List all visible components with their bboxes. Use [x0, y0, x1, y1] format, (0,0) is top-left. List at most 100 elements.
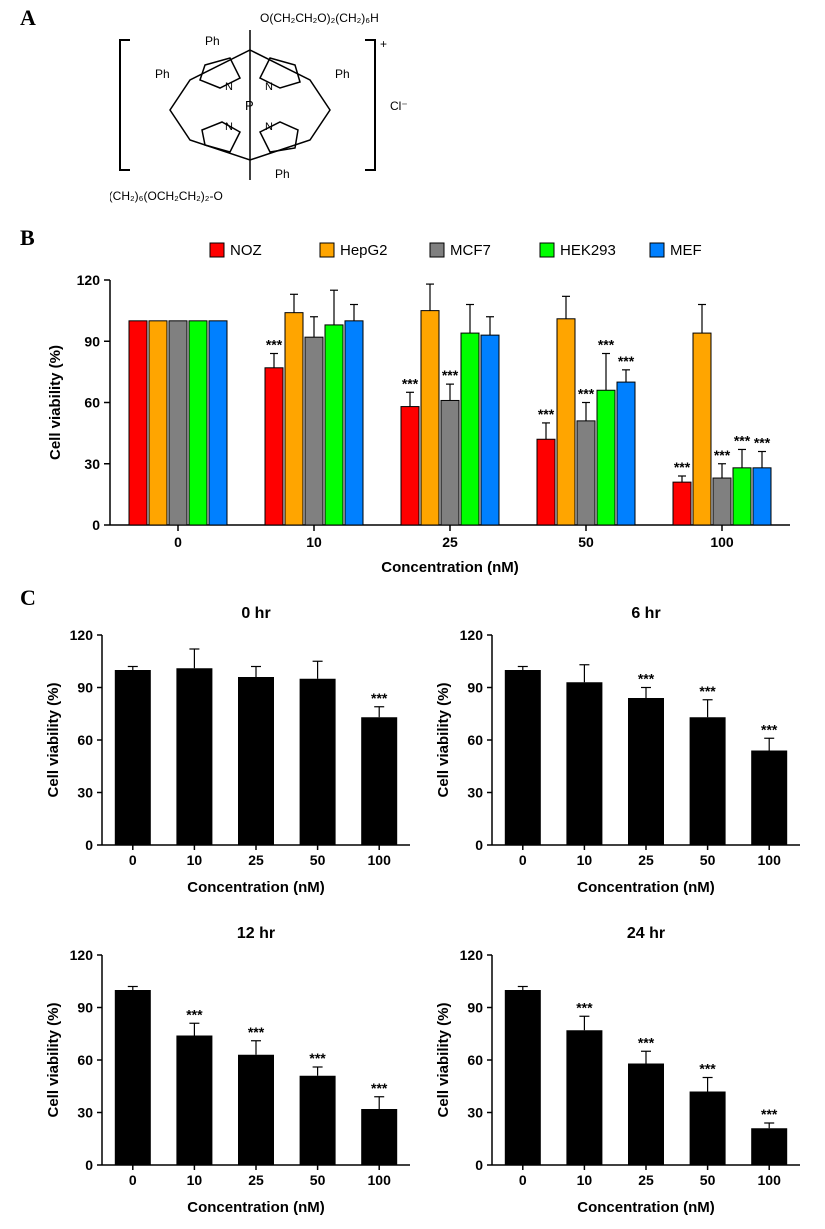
svg-text:25: 25 [638, 1172, 654, 1188]
svg-text:***: *** [371, 1080, 388, 1096]
svg-text:90: 90 [77, 680, 93, 696]
svg-text:N: N [225, 81, 233, 93]
svg-text:***: *** [638, 1034, 655, 1050]
svg-text:90: 90 [467, 1000, 483, 1016]
svg-text:***: *** [576, 999, 593, 1015]
svg-text:0: 0 [475, 837, 483, 853]
svg-text:HepG2: HepG2 [340, 242, 388, 259]
svg-text:***: *** [754, 435, 771, 451]
svg-text:120: 120 [70, 627, 94, 643]
svg-text:90: 90 [77, 1000, 93, 1016]
svg-text:***: *** [248, 1024, 265, 1040]
svg-text:30: 30 [77, 1105, 93, 1121]
svg-text:120: 120 [460, 947, 484, 963]
svg-text:0: 0 [129, 1172, 137, 1188]
chemical-structure: O(CH₂CH₂O)₂(CH₂)₆H + Cl⁻ P N N N N Ph Ph… [110, 10, 430, 210]
svg-text:***: *** [402, 375, 419, 391]
svg-text:90: 90 [467, 680, 483, 696]
chem-bottom-text: H(CH₂)₆(OCH₂CH₂)₂-O [110, 189, 223, 203]
svg-text:50: 50 [578, 534, 594, 550]
svg-text:0 hr: 0 hr [241, 605, 270, 622]
svg-text:10: 10 [577, 852, 593, 868]
svg-text:50: 50 [310, 1172, 326, 1188]
svg-text:***: *** [309, 1050, 326, 1066]
chem-plus: + [380, 37, 387, 51]
svg-text:Concentration (nM): Concentration (nM) [577, 879, 714, 896]
svg-text:60: 60 [467, 1052, 483, 1068]
svg-text:***: *** [186, 1006, 203, 1022]
svg-text:24 hr: 24 hr [627, 925, 665, 942]
svg-text:100: 100 [758, 1172, 782, 1188]
svg-text:***: *** [618, 353, 635, 369]
svg-text:50: 50 [310, 852, 326, 868]
svg-text:60: 60 [467, 732, 483, 748]
panel-a-label: A [20, 5, 36, 31]
svg-text:***: *** [761, 721, 778, 737]
chem-top-text: O(CH₂CH₂O)₂(CH₂)₆H [260, 11, 379, 25]
svg-text:100: 100 [368, 1172, 392, 1188]
svg-text:10: 10 [187, 1172, 203, 1188]
panel-c-chart-1: 6 hr 0 30 60 90 120 Cell viability (%) Concentr… [430, 600, 810, 900]
svg-text:***: *** [598, 337, 615, 353]
svg-text:MCF7: MCF7 [450, 242, 491, 259]
svg-text:10: 10 [187, 852, 203, 868]
svg-text:N: N [225, 121, 233, 133]
svg-text:HEK293: HEK293 [560, 242, 616, 259]
svg-text:NOZ: NOZ [230, 242, 262, 259]
svg-text:N: N [265, 121, 273, 133]
svg-text:120: 120 [460, 627, 484, 643]
panel-b-chart: NOZHepG2MCF7HEK293MEF0306090120Cell viab… [40, 235, 800, 580]
svg-text:***: *** [442, 367, 459, 383]
svg-text:***: *** [578, 386, 595, 402]
svg-text:MEF: MEF [670, 242, 702, 259]
svg-text:50: 50 [700, 1172, 716, 1188]
svg-text:Cell viability (%): Cell viability (%) [435, 1002, 452, 1117]
svg-text:60: 60 [84, 395, 100, 411]
panel-b-label: B [20, 225, 35, 251]
svg-text:25: 25 [248, 852, 264, 868]
svg-text:10: 10 [577, 1172, 593, 1188]
svg-text:12 hr: 12 hr [237, 925, 275, 942]
svg-text:0: 0 [85, 837, 93, 853]
chem-ph-1: Ph [155, 67, 170, 81]
svg-text:***: *** [714, 447, 731, 463]
svg-text:90: 90 [84, 333, 100, 349]
svg-text:50: 50 [700, 852, 716, 868]
svg-text:0: 0 [519, 1172, 527, 1188]
svg-text:30: 30 [77, 785, 93, 801]
svg-text:100: 100 [710, 534, 734, 550]
svg-text:25: 25 [442, 534, 458, 550]
svg-text:***: *** [699, 683, 716, 699]
figure: A O(CH₂CH₂O)₂(CH₂)₆H + Cl⁻ P N N N N Ph [0, 0, 825, 1229]
svg-text:Cell viability (%): Cell viability (%) [435, 682, 452, 797]
svg-text:0: 0 [519, 852, 527, 868]
svg-text:25: 25 [638, 852, 654, 868]
svg-text:***: *** [371, 690, 388, 706]
svg-text:6 hr: 6 hr [631, 605, 660, 622]
svg-text:0: 0 [85, 1157, 93, 1173]
svg-text:30: 30 [467, 1105, 483, 1121]
panel-c-label: C [20, 585, 36, 611]
svg-text:Concentration (nM): Concentration (nM) [577, 1199, 714, 1216]
svg-text:60: 60 [77, 1052, 93, 1068]
svg-text:Concentration (nM): Concentration (nM) [187, 879, 324, 896]
svg-text:Cell viability (%): Cell viability (%) [47, 345, 64, 460]
svg-text:25: 25 [248, 1172, 264, 1188]
svg-text:***: *** [674, 459, 691, 475]
svg-text:30: 30 [84, 456, 100, 472]
panel-c-chart-2: 12 hr0306090120Cell viability (%)Concent… [40, 920, 420, 1220]
chem-ph-4: Ph [275, 167, 290, 181]
svg-text:P: P [245, 98, 254, 113]
svg-text:Cell viability (%): Cell viability (%) [45, 1002, 62, 1117]
svg-text:10: 10 [306, 534, 322, 550]
svg-text:Concentration (nM): Concentration (nM) [381, 559, 518, 576]
svg-text:0: 0 [174, 534, 182, 550]
svg-text:N: N [265, 81, 273, 93]
panel-c-chart-3: 24 hr 0 30 60 90 120 Cell viability (%) Concent… [430, 920, 810, 1220]
svg-text:***: *** [638, 671, 655, 687]
svg-text:100: 100 [758, 852, 782, 868]
chem-cl: Cl⁻ [390, 99, 408, 113]
chem-ph-3: Ph [205, 34, 220, 48]
svg-text:30: 30 [467, 785, 483, 801]
svg-text:***: *** [538, 406, 555, 422]
